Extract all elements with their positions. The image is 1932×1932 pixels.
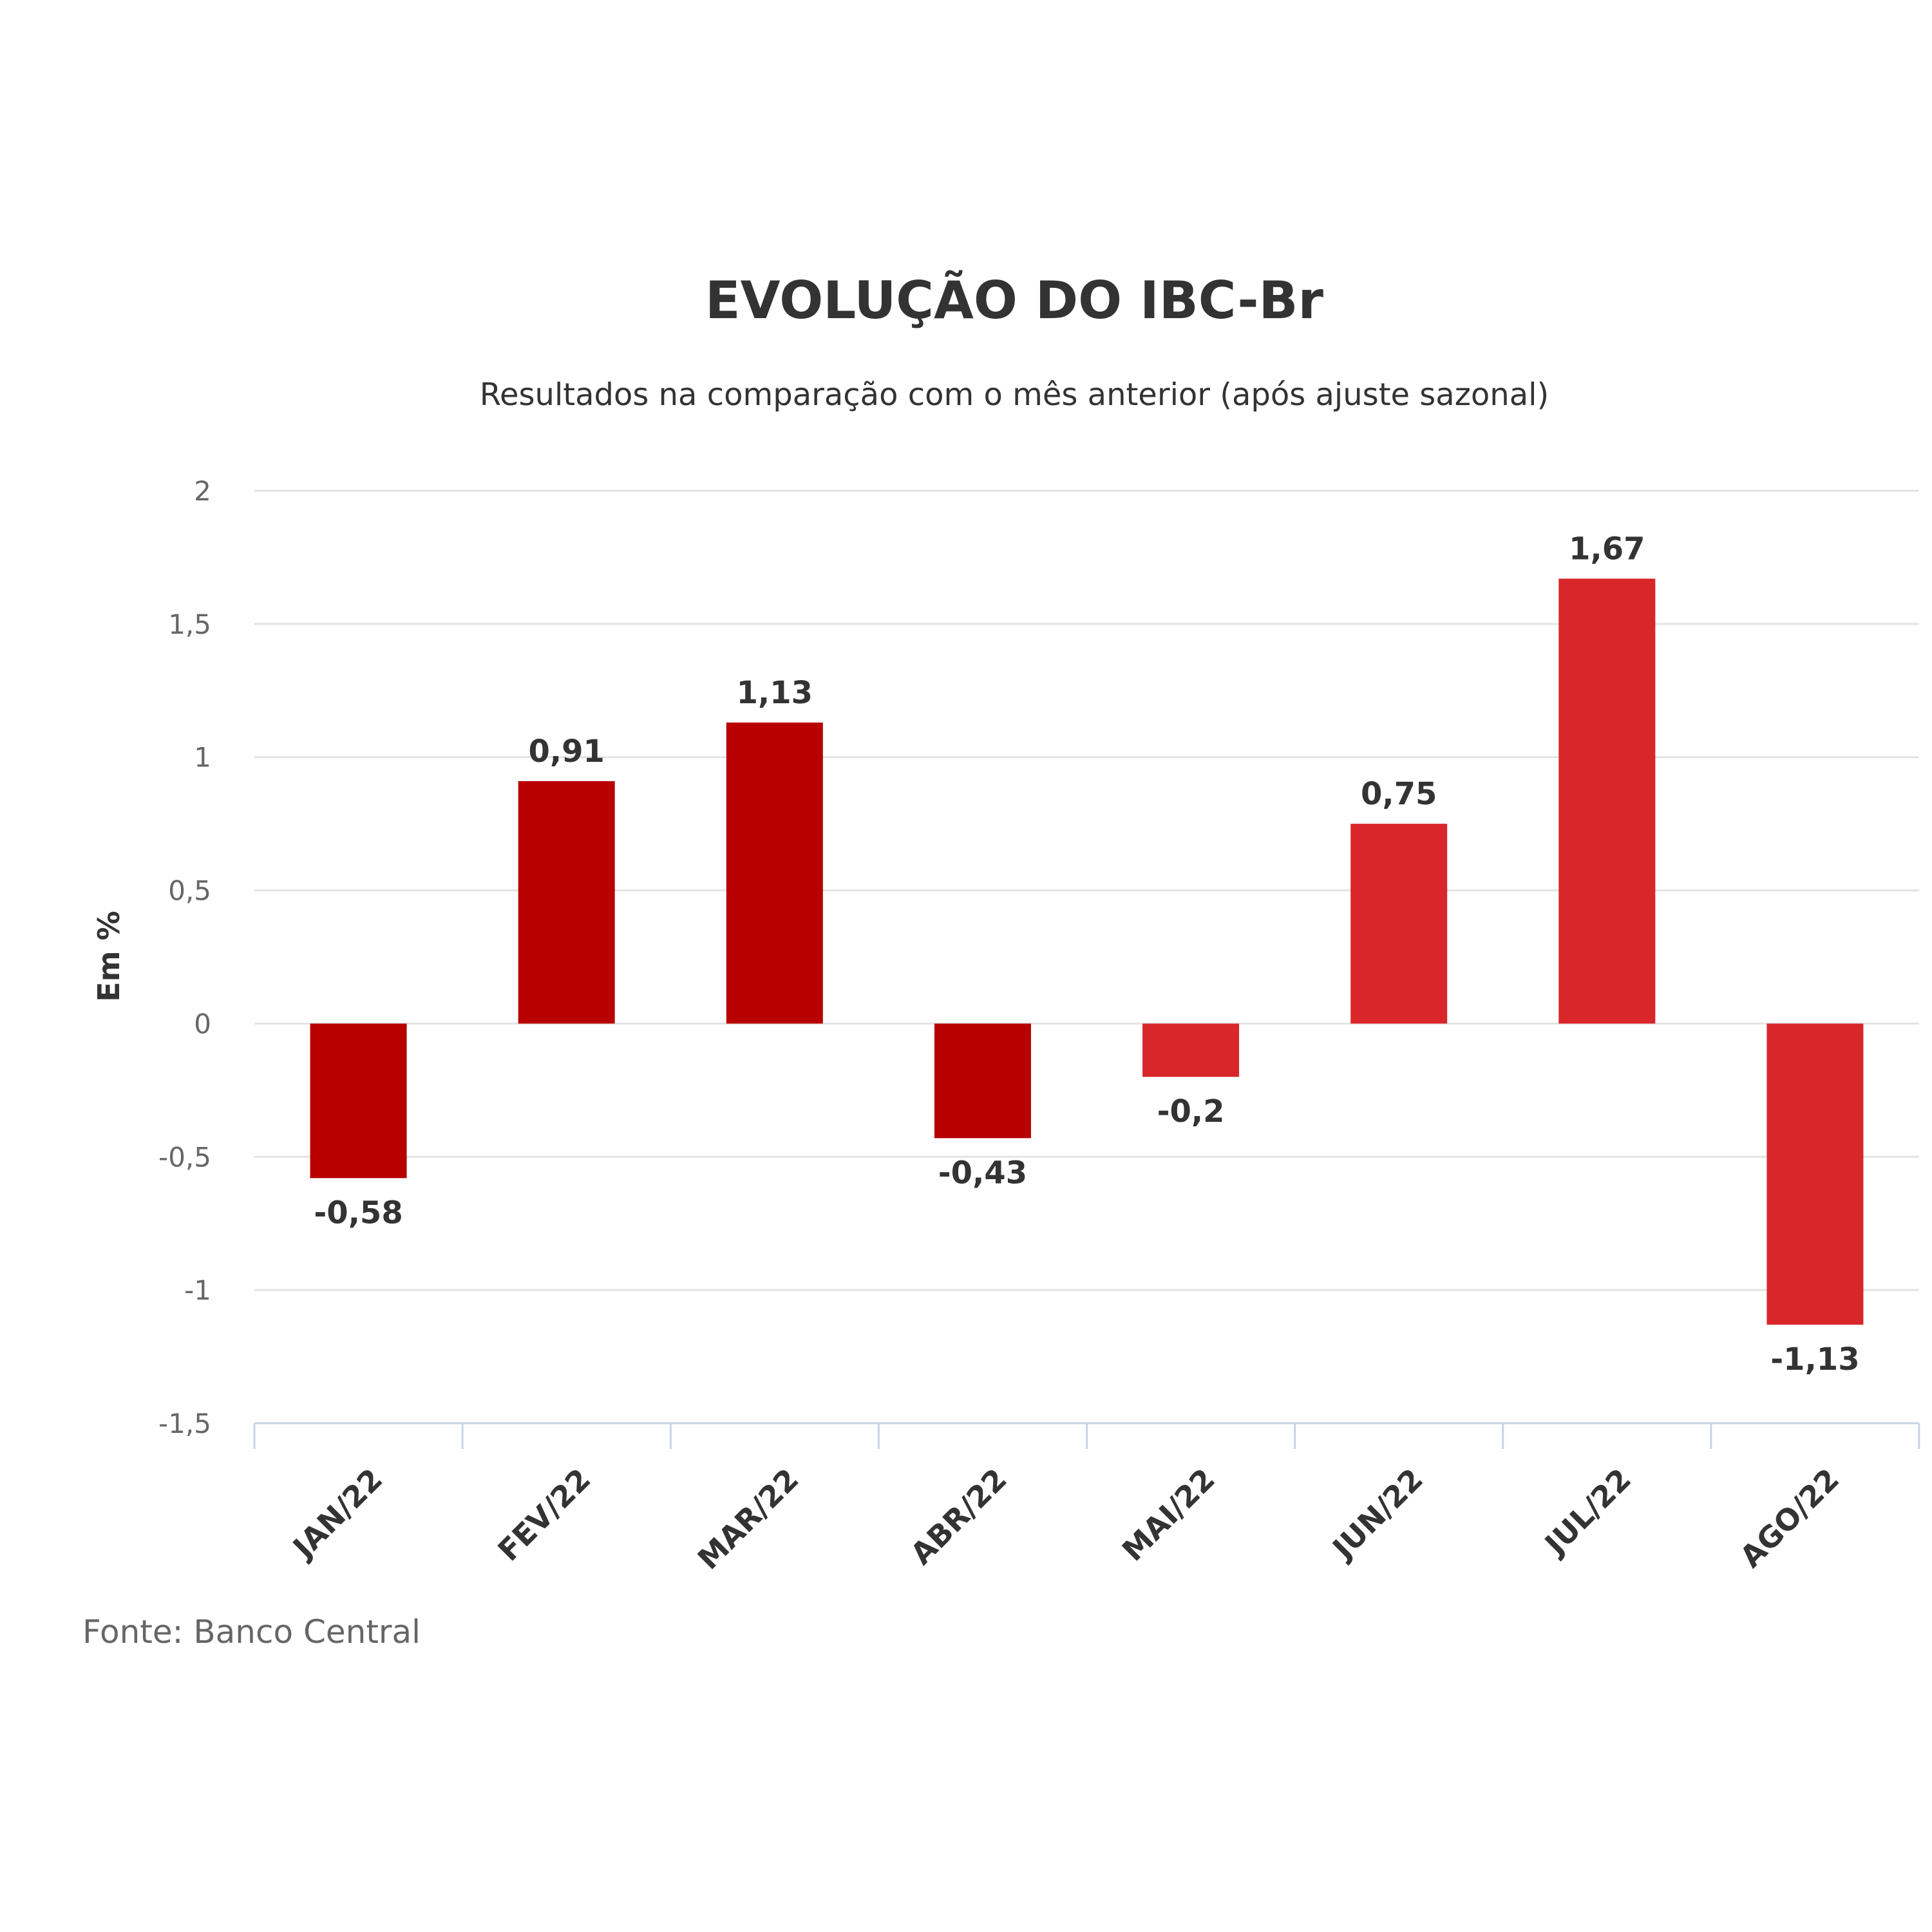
bar: [934, 1023, 1031, 1139]
bar: [1142, 1023, 1240, 1077]
x-axis: [253, 1422, 1920, 1449]
y-tick-label: 0,5: [168, 875, 211, 907]
chart-title: EVOLUÇÃO DO IBC-Br: [705, 270, 1323, 330]
bars: [310, 578, 1864, 1325]
y-tick-label: 0: [194, 1008, 211, 1039]
source-note: Fonte: Banco Central: [82, 1613, 421, 1651]
data-label: 0,75: [1361, 776, 1437, 812]
bar: [1350, 824, 1448, 1024]
bar: [518, 781, 615, 1024]
bar: [726, 722, 823, 1024]
x-tick-label: MAR/22: [691, 1462, 806, 1577]
data-label: -0,58: [314, 1195, 402, 1231]
gridlines: [254, 489, 1919, 1291]
x-tick-label: JAN/22: [285, 1462, 389, 1566]
data-labels: -0,58 0,91 1,13 -0,43 -0,2 0,75 1,67 -1,13: [314, 531, 1859, 1378]
data-label: 1,13: [737, 675, 813, 711]
bar: [310, 1023, 407, 1179]
data-label: -0,43: [938, 1155, 1027, 1191]
y-tick-label: 1,5: [168, 609, 211, 640]
x-tick-label: MAI/22: [1115, 1462, 1222, 1568]
y-axis-label: Em %: [91, 911, 126, 1001]
x-tick-label: JUN/22: [1325, 1462, 1430, 1567]
data-label: -0,2: [1157, 1094, 1225, 1130]
y-tick-label: -1,5: [158, 1408, 211, 1439]
data-label: 1,67: [1569, 531, 1645, 567]
data-label: 0,91: [528, 734, 604, 770]
x-tick-label: FEV/22: [491, 1462, 598, 1568]
chart-subtitle: Resultados na comparação com o mês anter…: [479, 377, 1549, 413]
y-tick-labels: 2 1,5 1 0,5 0 -0,5 -1 -1,5: [158, 475, 211, 1439]
bar: [1766, 1023, 1864, 1325]
y-tick-label: -0,5: [158, 1141, 211, 1173]
y-tick-label: 2: [194, 475, 211, 507]
bar: [1558, 578, 1656, 1024]
x-tick-label: JUL/22: [1537, 1462, 1638, 1563]
x-tick-label: ABR/22: [904, 1462, 1013, 1571]
x-tick-labels: JAN/22 FEV/22 MAR/22 ABR/22 MAI/22 JUN/22 JUL/…: [285, 1462, 1846, 1577]
y-tick-label: 1: [194, 742, 211, 773]
y-tick-label: -1: [184, 1274, 211, 1306]
data-label: -1,13: [1770, 1341, 1859, 1378]
x-tick-label: AGO/22: [1733, 1462, 1846, 1575]
